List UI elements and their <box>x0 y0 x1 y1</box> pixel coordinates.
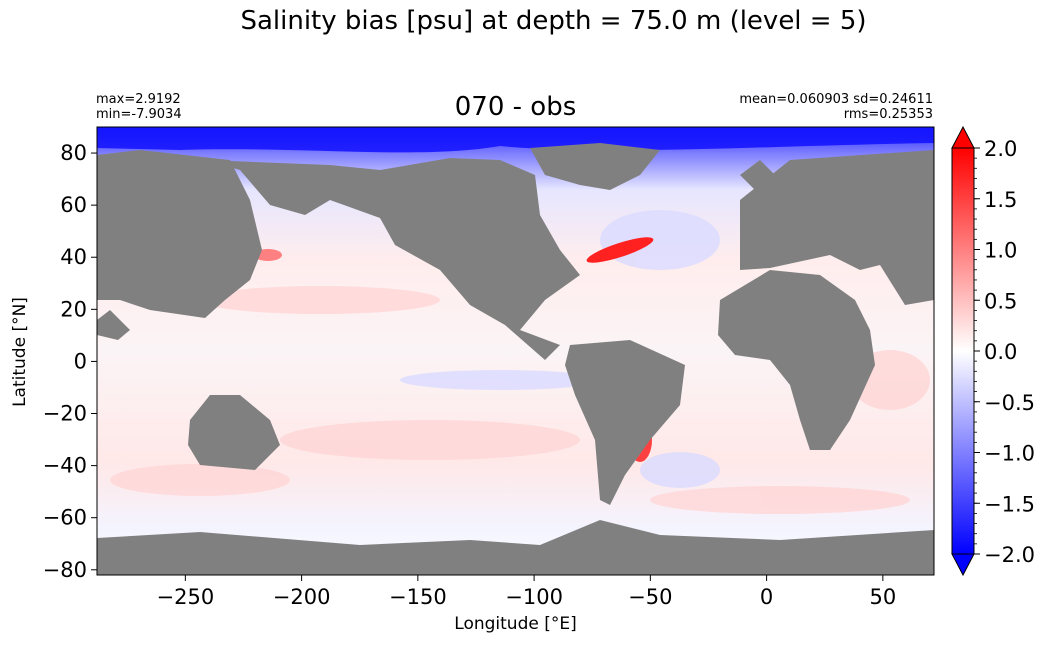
x-tick-label: 0 <box>760 585 773 609</box>
y-tick-label: −40 <box>43 454 87 478</box>
colorbar: −2.0 −1.5 −1.0 −0.5 0.0 0.5 1.0 1.5 2.0 <box>951 125 1035 577</box>
colorbar-extend-high <box>951 125 975 149</box>
arctic-bias-band <box>97 127 934 153</box>
land-mask <box>97 143 934 575</box>
y-tick-label: 60 <box>60 193 87 217</box>
stat-min: min=-7.9034 <box>96 107 182 122</box>
axis-ticks: −250 −200 −150 −100 −50 0 50−80−60−40−20020406… <box>43 141 897 609</box>
y-tick-label: −80 <box>43 558 87 582</box>
colorbar-tick-label: −0.5 <box>984 391 1035 415</box>
stat-mean-sd: mean=0.060903 sd=0.24611 <box>739 92 933 107</box>
colorbar-tick-label: −1.0 <box>984 442 1035 466</box>
y-tick-label: 80 <box>60 141 87 165</box>
stat-max: max=2.9192 <box>96 92 181 107</box>
panel-title: 070 - obs <box>454 92 577 122</box>
negative-bias-patches <box>400 210 720 488</box>
colorbar-tick-label: 0.0 <box>984 340 1017 364</box>
y-tick-label: −20 <box>43 402 87 426</box>
x-tick-label: −150 <box>389 585 447 609</box>
colorbar-tick-label: 1.5 <box>984 188 1017 212</box>
x-tick-label: −100 <box>505 585 563 609</box>
x-tick-label: 50 <box>869 585 896 609</box>
figure-title: Salinity bias [psu] at depth = 75.0 m (l… <box>240 6 867 36</box>
plot-frame <box>96 126 935 576</box>
colorbar-tick-label: −2.0 <box>984 543 1035 567</box>
colorbar-body <box>951 147 975 555</box>
colorbar-tick-label: 0.5 <box>984 289 1017 313</box>
y-tick-label: −60 <box>43 506 87 530</box>
colorbar-tick-label: −1.5 <box>984 492 1035 516</box>
x-tick-label: −250 <box>157 585 215 609</box>
x-axis-label: Longitude [°E] <box>454 614 577 634</box>
stat-rms: rms=0.25353 <box>843 107 933 122</box>
map-plot-area <box>97 127 934 575</box>
colorbar-tick-label: 1.0 <box>984 239 1017 263</box>
y-tick-label: 20 <box>60 297 87 321</box>
colorbar-ticks: −2.0 −1.5 −1.0 −0.5 0.0 0.5 1.0 1.5 2.0 <box>974 137 1035 567</box>
y-tick-label: 40 <box>60 245 87 269</box>
y-tick-label: 0 <box>74 349 87 373</box>
gulf-stream-bias <box>586 237 654 263</box>
x-tick-label: −200 <box>273 585 331 609</box>
colorbar-tick-label: 2.0 <box>984 137 1017 161</box>
x-tick-label: −50 <box>628 585 672 609</box>
colorbar-extend-low <box>951 553 975 577</box>
